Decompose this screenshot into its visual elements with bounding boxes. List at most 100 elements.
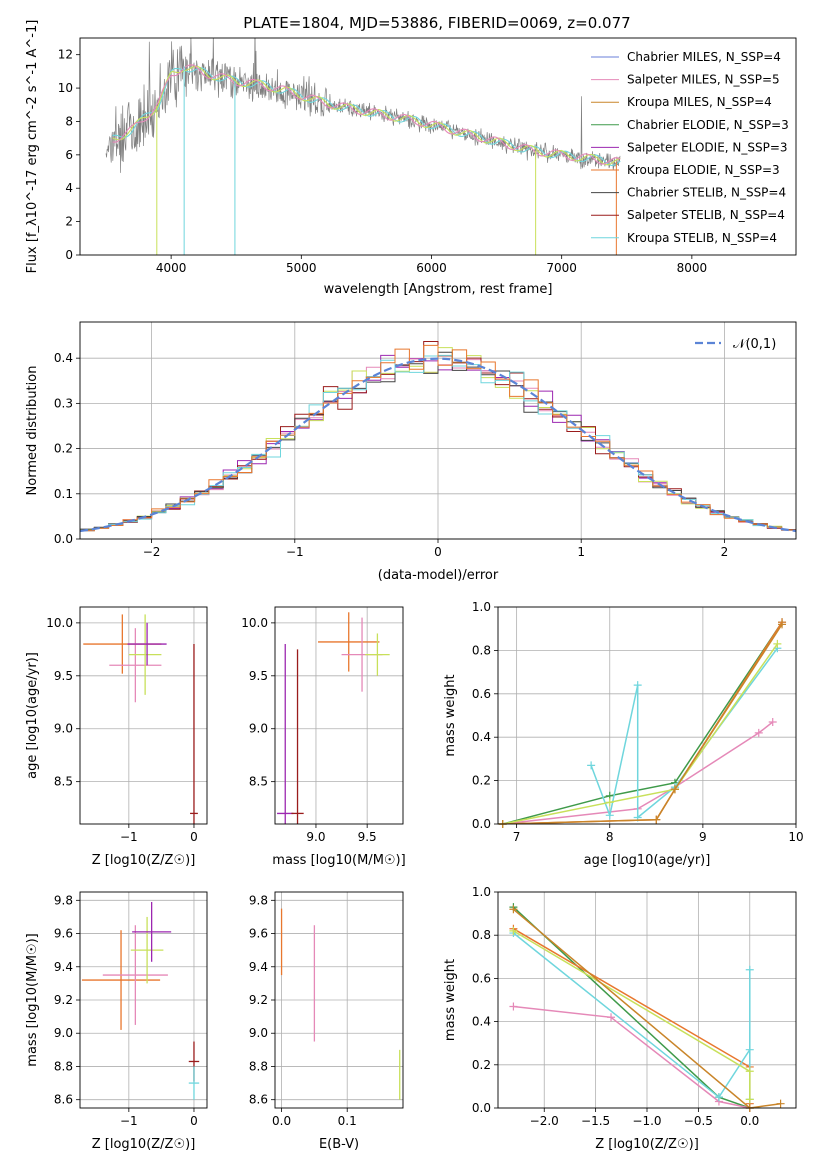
legend-entry: 𝒩(0,1): [733, 337, 776, 352]
weight-marker: [509, 926, 518, 935]
x-tick-label: 0: [190, 1114, 198, 1128]
y-axis-label: Normed distribution: [25, 366, 40, 496]
weight-marker: [670, 785, 679, 794]
weight-line: [502, 621, 783, 824]
x-tick-label: 8: [606, 830, 614, 844]
y-tick-label: 0.3: [54, 396, 73, 410]
spectrum-panel: 4000 5000 6000 7000 8000 0 2 4 6 8 10 12 wavelength …: [25, 20, 797, 297]
y-tick-label: 0.2: [54, 442, 73, 456]
figure-title: PLATE=1804, MJD=53886, FIBERID=0069, z=0…: [243, 14, 630, 32]
weight-marker: [745, 1095, 754, 1104]
weight-marker: [509, 905, 518, 914]
y-tick-label: 0.0: [54, 532, 73, 546]
x-tick-label: 7: [513, 830, 521, 844]
x-tick-label: 5000: [286, 261, 317, 275]
y-tick-label: 9.0: [54, 1026, 73, 1040]
y-tick-label: 8: [65, 114, 73, 128]
weight-line: [502, 621, 783, 824]
weight-line: [502, 623, 783, 824]
x-axis-label: age [log10(age/yr)]: [584, 853, 711, 868]
y-tick-label: 8.8: [54, 1059, 73, 1073]
x-tick-label: 9.0: [306, 830, 325, 844]
y-tick-label: 1.0: [472, 600, 491, 614]
mass-weight-vs-metallicity-panel: −2.0 −1.5 −1.0 −0.5 0.0 0.0 0.2 0.4 0.6 0.8 1.0 Z […: [443, 885, 797, 1152]
weight-marker: [605, 798, 614, 807]
y-tick-label: 0.2: [472, 1058, 491, 1072]
legend-entry: Chabrier MILES, N_SSP=4: [627, 50, 781, 64]
x-tick-label: 6000: [416, 261, 447, 275]
x-tick-label: −1.5: [581, 1114, 610, 1128]
y-tick-label: 2: [65, 215, 73, 229]
y-tick-label: 8.8: [249, 1059, 268, 1073]
y-tick-label: 9.2: [249, 993, 268, 1007]
legend-entry: Kroupa MILES, N_SSP=4: [627, 95, 772, 109]
y-tick-label: 0.4: [472, 1015, 491, 1029]
weight-marker: [745, 1045, 754, 1054]
y-axis-label: mass weight: [443, 674, 458, 756]
y-tick-label: 9.4: [54, 960, 73, 974]
y-axis-label: age [log10(age/yr)]: [25, 652, 40, 779]
x-tick-label: 0.0: [740, 1114, 759, 1128]
weight-marker: [754, 728, 763, 737]
y-tick-label: 9.6: [54, 927, 73, 941]
axes-frame: [79, 606, 208, 825]
y-tick-label: 8.5: [249, 775, 268, 789]
y-tick-label: 9.4: [249, 960, 268, 974]
weight-marker: [773, 639, 782, 648]
age-vs-metallicity-panel: −1 0 8.5 9.0 9.5 10.0 Z [log10(Z/Z☉)] age [log1…: [25, 606, 208, 868]
axes-frame: [497, 891, 797, 1109]
weight-marker: [776, 1099, 785, 1108]
y-tick-label: 0.8: [472, 643, 491, 657]
y-tick-label: 9.8: [249, 893, 268, 907]
x-tick-label: −0.5: [684, 1114, 713, 1128]
x-axis-label: (data-model)/error: [378, 568, 499, 583]
weight-marker: [768, 718, 777, 727]
legend-entry: Salpeter ELODIE, N_SSP=3: [627, 140, 788, 154]
legend-entry: Kroupa ELODIE, N_SSP=3: [627, 163, 780, 177]
mass-weight-vs-age-panel: 7 8 9 10 0.0 0.2 0.4 0.6 0.8 1.0 age [log10(age/yr…: [443, 600, 804, 868]
y-tick-label: 8.6: [54, 1093, 73, 1107]
y-tick-label: 9.5: [54, 669, 73, 683]
y-axis-label: Flux [f_λ10^-17 erg cm^-2 s^-1 A^-1]: [25, 20, 40, 274]
weight-marker: [587, 761, 596, 770]
gaussian-curve: [79, 357, 797, 533]
residual-histogram-panel: −2 −1 0 1 2 0.0 0.1 0.2 0.3 0.4 (data-model)/error…: [25, 321, 797, 583]
axes-frame: [79, 37, 797, 256]
y-tick-label: 9.6: [249, 927, 268, 941]
x-tick-label: −1: [120, 830, 138, 844]
y-tick-label: 9.8: [54, 893, 73, 907]
x-tick-label: 7000: [546, 261, 577, 275]
weight-marker: [607, 1013, 616, 1022]
x-tick-label: −2: [143, 545, 161, 559]
weight-marker: [745, 1067, 754, 1076]
weight-line: [513, 1005, 750, 1108]
legend-entry: Salpeter STELIB, N_SSP=4: [627, 208, 785, 222]
y-tick-label: 8.6: [249, 1093, 268, 1107]
x-tick-label: 10: [788, 830, 803, 844]
x-tick-label: −1: [120, 1114, 138, 1128]
weight-marker: [652, 815, 661, 824]
y-tick-label: 9.0: [249, 1026, 268, 1040]
y-tick-label: 0.6: [472, 971, 491, 985]
y-axis-label: mass weight: [443, 959, 458, 1041]
x-tick-label: 1: [577, 545, 585, 559]
model-curve: [112, 65, 621, 166]
weight-marker: [714, 1093, 723, 1102]
y-tick-label: 0.0: [472, 1101, 491, 1115]
y-tick-label: 0: [65, 248, 73, 262]
axes-frame: [274, 606, 404, 825]
y-tick-label: 9.2: [54, 993, 73, 1007]
x-axis-label: mass [log10(M/M☉)]: [272, 853, 405, 868]
y-tick-label: 0.8: [472, 928, 491, 942]
x-tick-label: 0: [190, 830, 198, 844]
axes-frame: [79, 891, 208, 1109]
y-axis-label: mass [log10(M/M☉)]: [25, 933, 40, 1066]
weight-line: [513, 930, 751, 1100]
y-tick-label: 6: [65, 148, 73, 162]
weight-marker: [605, 811, 614, 820]
x-tick-label: 0: [434, 545, 442, 559]
x-axis-label: Z [log10(Z/Z☉)]: [92, 853, 196, 868]
y-tick-label: 0.0: [472, 817, 491, 831]
axes-frame: [274, 891, 404, 1109]
